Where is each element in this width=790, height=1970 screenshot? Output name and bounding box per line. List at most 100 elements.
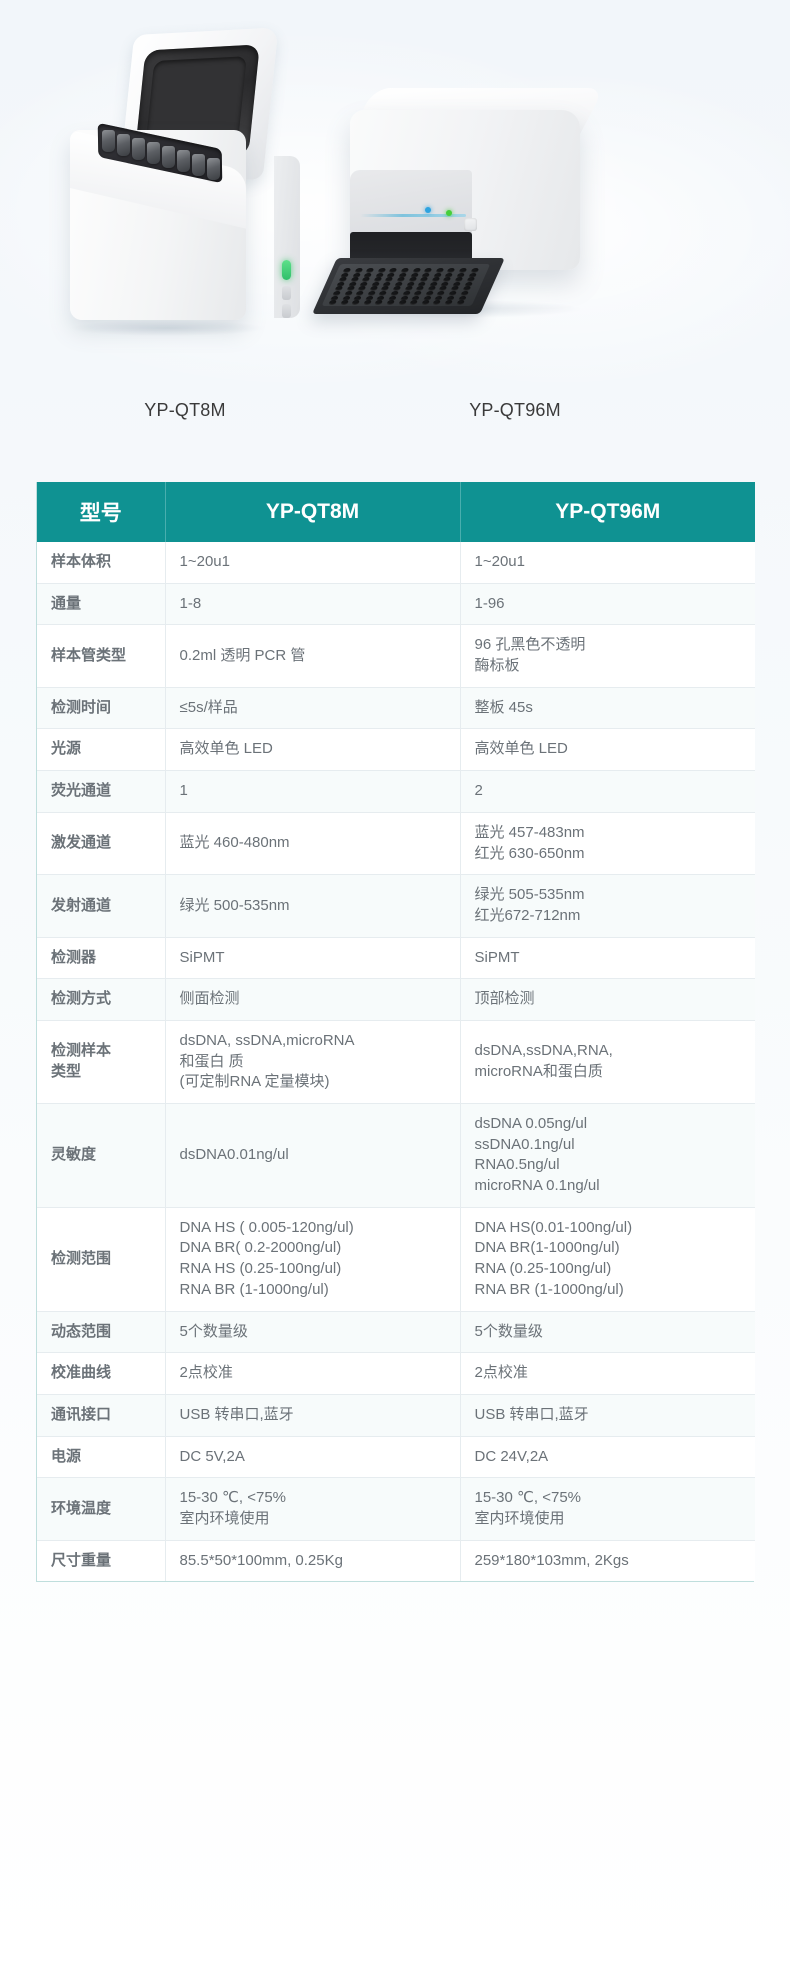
device96-accent-line [360,214,466,217]
row-label: 发射通道 [37,874,166,938]
pcr-tube [207,158,220,180]
cell-qt8m: 2点校准 [165,1352,461,1395]
cell-qt96m: 绿光 505-535nm 红光672-712nm [460,874,755,938]
table-row: 检测器 SiPMT SiPMT [37,937,755,980]
cell-qt96m: 1~20u1 [460,542,755,584]
table-row: 检测样本 类型 dsDNA, ssDNA,microRNA 和蛋白 质 (可定制R… [37,1020,755,1105]
pcr-tube [117,134,130,156]
plate-well [385,300,396,306]
cell-qt8m: 1~20u1 [165,542,461,584]
row-label: 荧光通道 [37,770,166,813]
row-label: 检测方式 [37,978,166,1021]
table-row: 动态范围 5个数量级 5个数量级 [37,1311,755,1354]
cell-qt8m: 5个数量级 [165,1311,461,1354]
device-shadow-qt8m [72,320,262,336]
cell-qt96m: 蓝光 457-483nm 红光 630-650nm [460,812,755,876]
table-row: 发射通道 绿光 500-535nm 绿光 505-535nm 红光672-712nm [37,874,755,938]
plate-drawer [312,258,505,314]
table-row: 光源 高效单色 LED 高效单色 LED [37,728,755,772]
spec-comparison-table: 型号 YP-QT8M YP-QT96M 样本体积 1~20u1 1~20u1 通量 1-… [36,482,755,1583]
row-label: 通量 [37,583,166,626]
cell-qt8m: 绿光 500-535nm [165,874,461,938]
cell-qt8m: 85.5*50*100mm, 0.25Kg [165,1540,461,1582]
table-row: 通量 1-8 1-96 [37,583,755,626]
cell-qt96m: 96 孔黑色不透明 酶标板 [460,624,755,688]
plate-well [420,300,430,306]
header-model: 型号 [37,482,166,542]
cell-qt96m: 整板 45s [460,687,755,730]
cell-qt8m: 1-8 [165,583,461,626]
plate-well [443,300,454,306]
pcr-tube [147,142,160,164]
pcr-tube [162,146,175,168]
table-row: 样本体积 1~20u1 1~20u1 [37,542,755,584]
cell-qt96m: USB 转串口,蓝牙 [460,1394,755,1437]
plate-well [397,300,407,306]
table-row: 检测时间 ≤5s/样品 整板 45s [37,687,755,730]
cell-qt96m: dsDNA 0.05ng/ul ssDNA0.1ng/ul RNA0.5ng/u… [460,1103,755,1208]
row-label: 检测器 [37,937,166,980]
power-button-icon [464,218,477,231]
row-label: 样本体积 [37,542,166,584]
plate-well [327,300,338,306]
pcr-tube [177,150,190,172]
table-row: 灵敏度 dsDNA0.01ng/ul dsDNA 0.05ng/ul ssDNA0.… [37,1103,755,1208]
device-button-up [282,286,291,300]
tube-reader-device-icon [70,27,300,330]
table-row: 通讯接口 USB 转串口,蓝牙 USB 转串口,蓝牙 [37,1394,755,1437]
row-label: 电源 [37,1436,166,1479]
device-button-down [282,304,291,318]
cell-qt96m: 15-30 ℃, <75% 室内环境使用 [460,1477,755,1541]
plate-well [409,300,419,306]
row-label: 检测样本 类型 [37,1020,166,1105]
cell-qt96m: DNA HS(0.01-100ng/ul) DNA BR(1-1000ng/ul… [460,1207,755,1312]
cell-qt96m: 259*180*103mm, 2Kgs [474,1551,629,1569]
cell-qt96m: 顶部检测 [460,978,755,1021]
table-row: 环境温度 15-30 ℃, <75% 室内环境使用 15-30 ℃, <75% 室内… [37,1477,755,1541]
cell-qt8m: 15-30 ℃, <75% 室内环境使用 [165,1477,461,1541]
microplate-96-well [321,264,491,306]
cell-qt96m: DC 24V,2A [460,1436,755,1479]
pcr-tube [102,130,115,152]
cell-qt8m: ≤5s/样品 [165,687,461,730]
table-row: 激发通道 蓝光 460-480nm 蓝光 457-483nm 红光 630-650n… [37,812,755,876]
row-label: 通讯接口 [37,1394,166,1437]
plate-well [432,300,442,306]
cell-qt8m: dsDNA0.01ng/ul [165,1103,461,1208]
cell-qt8m: 高效单色 LED [165,728,461,772]
status-indicator-green [446,210,452,216]
row-label: 尺寸重量 [37,1540,166,1582]
row-label: 检测范围 [37,1207,166,1312]
pcr-tube [192,154,205,176]
table-row: 样本管类型 0.2ml 透明 PCR 管 96 孔黑色不透明 酶标板 [37,624,755,688]
row-label: 校准曲线 [37,1352,166,1395]
cell-qt96m: 1-96 [460,583,755,626]
row-label: 样本管类型 [37,624,166,688]
table-row: 校准曲线 2点校准 2点校准 [37,1352,755,1395]
plate-well [351,300,361,306]
plate-well [362,300,372,306]
cell-qt8m: USB 转串口,蓝牙 [165,1394,461,1437]
pcr-tube [132,138,145,160]
cell-qt96m: 2点校准 [460,1352,755,1395]
table-row: 电源 DC 5V,2A DC 24V,2A [37,1436,755,1479]
cell-qt96m: SiPMT [460,937,755,980]
product-captions: YP-QT8M YP-QT96M [0,400,790,440]
product-hero [0,0,790,400]
cell-qt96m: 2 [460,770,755,813]
cell-qt8m: 侧面检测 [165,978,461,1021]
cell-qt8m: 1 [165,770,461,813]
power-led-indicator [282,260,291,280]
table-header-row: 型号 YP-QT8M YP-QT96M [37,482,755,542]
table-row: 检测范围 DNA HS ( 0.005-120ng/ul) DNA BR( 0.2… [37,1207,755,1312]
cell-qt8m: SiPMT [165,937,461,980]
cell-qt8m: dsDNA, ssDNA,microRNA 和蛋白 质 (可定制RNA 定量模块… [165,1020,461,1105]
table-row: 检测方式 侧面检测 顶部检测 [37,978,755,1021]
header-qt96m: YP-QT96M [460,482,755,542]
table-row: 尺寸重量 85.5*50*100mm, 0.25Kg 259*180*103mm, … [37,1540,755,1582]
caption-qt96m: YP-QT96M [469,400,561,420]
row-label: 环境温度 [37,1477,166,1541]
plate-reader-device-icon [312,88,610,340]
header-qt8m: YP-QT8M [165,482,461,542]
row-label: 动态范围 [37,1311,166,1354]
